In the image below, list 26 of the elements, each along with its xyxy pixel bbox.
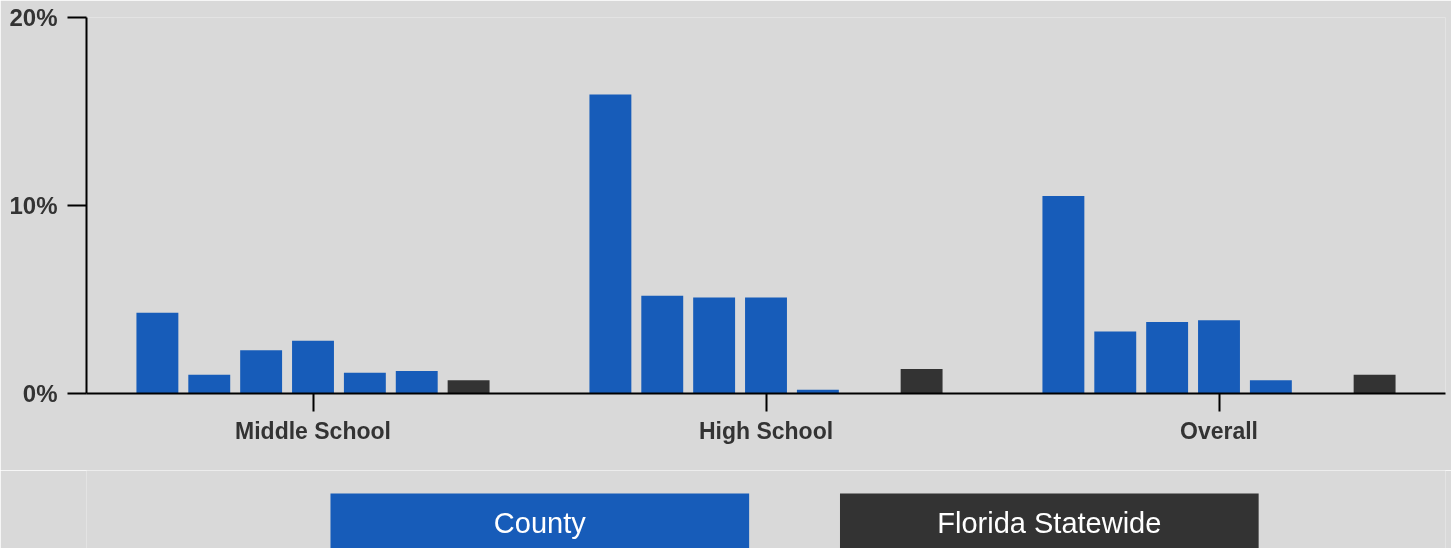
text: County [493, 506, 587, 539]
bar [1353, 374, 1396, 394]
bar [693, 297, 736, 394]
bar [1249, 380, 1292, 394]
bar [447, 380, 490, 394]
text: Florida Statewide [937, 506, 1162, 539]
bar [343, 372, 386, 394]
bar [1094, 331, 1137, 394]
bar [745, 297, 787, 394]
bar [395, 370, 438, 394]
x-tick-label: Overall [1180, 417, 1258, 444]
y-tick-label: 10% [9, 192, 58, 219]
y-tick-label: 0% [22, 380, 58, 407]
bar [1042, 196, 1085, 394]
bar [641, 295, 684, 394]
y-tick-label: 20% [9, 4, 58, 31]
bar [136, 312, 179, 394]
bar [1146, 322, 1189, 394]
bar [188, 374, 231, 394]
bar [292, 340, 334, 394]
x-tick-label: Middle School [235, 417, 391, 444]
bar [240, 350, 283, 394]
x-tick-label: High School [698, 417, 834, 444]
bar [1198, 320, 1240, 394]
bar [589, 94, 632, 394]
bar [900, 369, 943, 394]
